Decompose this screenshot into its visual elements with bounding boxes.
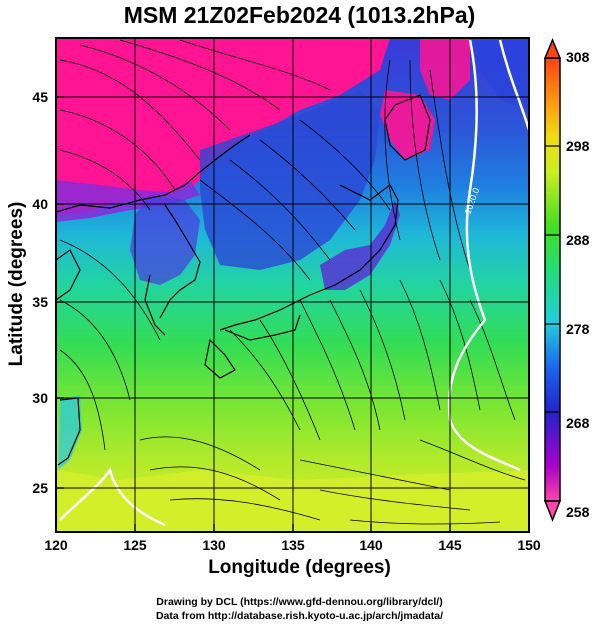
- colorbar-scale: [544, 57, 561, 502]
- y-tick-label: 35: [32, 294, 48, 310]
- colorbar-max-arrow: [543, 38, 562, 59]
- y-tick-label: 40: [32, 196, 48, 212]
- colorbar-tick-label: 278: [566, 321, 590, 337]
- x-tick-labels: 120 125 130 135 140 145 150: [44, 537, 541, 553]
- x-tick-label: 125: [123, 537, 147, 553]
- colorbar-tick-label: 258: [566, 504, 590, 520]
- x-axis-label: Longitude (degrees): [208, 557, 391, 578]
- colorbar-min-arrow: [543, 500, 562, 523]
- x-tick-label: 145: [438, 537, 462, 553]
- tick-marks: [55, 96, 530, 532]
- chart-title: MSM 21Z02Feb2024 (1013.2hPa): [123, 2, 476, 28]
- colorbar-tick-label: 308: [566, 49, 590, 65]
- x-tick-label: 120: [44, 537, 68, 553]
- colorbar: 258 268 278 288 298 308: [543, 38, 590, 523]
- isobar-contours: [59, 39, 529, 527]
- y-tick-labels: 25 30 35 40 45: [32, 89, 48, 496]
- x-tick-label: 150: [517, 537, 541, 553]
- x-tick-label: 135: [281, 537, 305, 553]
- x-tick-label: 130: [202, 537, 226, 553]
- colorbar-tick-label: 268: [566, 415, 590, 431]
- x-tick-label: 140: [359, 537, 383, 553]
- colorbar-tick-label: 288: [566, 232, 590, 248]
- y-tick-label: 45: [32, 89, 48, 105]
- credit-drawing: Drawing by DCL (https://www.gfd-dennou.o…: [156, 596, 443, 608]
- y-axis-label: Latitude (degrees): [6, 201, 27, 367]
- y-tick-label: 30: [32, 390, 48, 406]
- colorbar-tick-label: 298: [566, 138, 590, 154]
- gridlines: [56, 38, 529, 532]
- credit-data-source: Data from http://database.rish.kyoto-u.a…: [155, 610, 444, 622]
- y-tick-label: 25: [32, 480, 48, 496]
